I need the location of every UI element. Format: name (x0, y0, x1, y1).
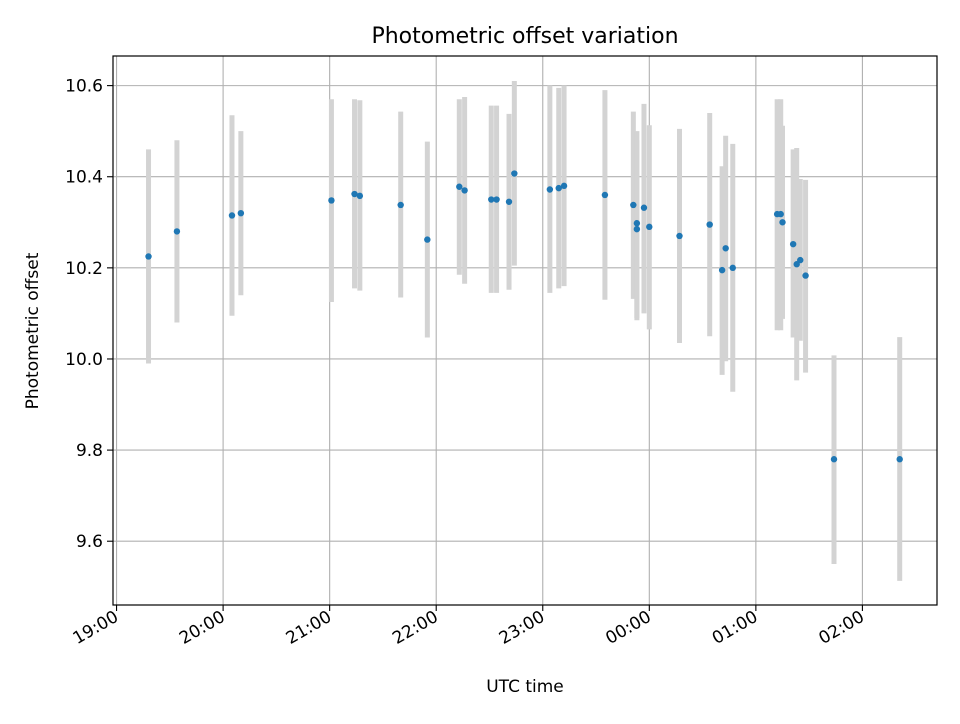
data-point (729, 264, 736, 272)
data-point (546, 186, 554, 193)
y-tick-label: 10.0 (65, 350, 103, 370)
data-point (145, 253, 152, 260)
data-point (830, 456, 838, 463)
data-point (633, 225, 641, 233)
y-tick-label: 10.2 (65, 259, 103, 279)
data-point (560, 182, 568, 190)
y-tick-label: 10.6 (65, 77, 103, 97)
y-tick-label: 9.6 (76, 532, 103, 552)
data-points (145, 170, 903, 463)
data-point (601, 191, 609, 199)
data-point (633, 220, 641, 227)
y-axis-label: Photometric offset (23, 252, 43, 409)
data-point (646, 223, 653, 231)
data-point (511, 170, 518, 177)
data-point (228, 212, 236, 219)
chart-title: Photometric offset variation (371, 24, 678, 49)
x-axis-label: UTC time (486, 677, 564, 697)
y-tick-label: 9.8 (76, 441, 103, 461)
y-axis-ticks: 9.6 9.8 10.0 10.2 10.4 10.6 (65, 77, 113, 552)
data-point (896, 456, 903, 463)
data-point (779, 219, 786, 226)
data-point (706, 221, 713, 228)
data-point (722, 245, 729, 252)
y-tick-label: 10.4 (65, 168, 103, 188)
data-point (802, 272, 809, 279)
data-point (397, 201, 404, 209)
data-point (424, 236, 431, 243)
data-point (797, 256, 804, 264)
data-point (456, 183, 463, 190)
data-point (493, 196, 500, 203)
data-point (640, 204, 648, 211)
data-point (356, 192, 364, 200)
data-point (505, 198, 513, 205)
data-point (173, 228, 181, 235)
data-point (676, 232, 683, 240)
data-point (237, 209, 245, 217)
data-point (488, 196, 495, 203)
data-point (718, 266, 726, 274)
data-point (328, 197, 335, 204)
data-point (630, 201, 637, 209)
data-point (351, 190, 358, 198)
data-point (555, 184, 562, 192)
data-point (777, 210, 784, 218)
data-point (789, 240, 797, 248)
data-point (461, 187, 468, 194)
plot-frame (112, 55, 938, 606)
